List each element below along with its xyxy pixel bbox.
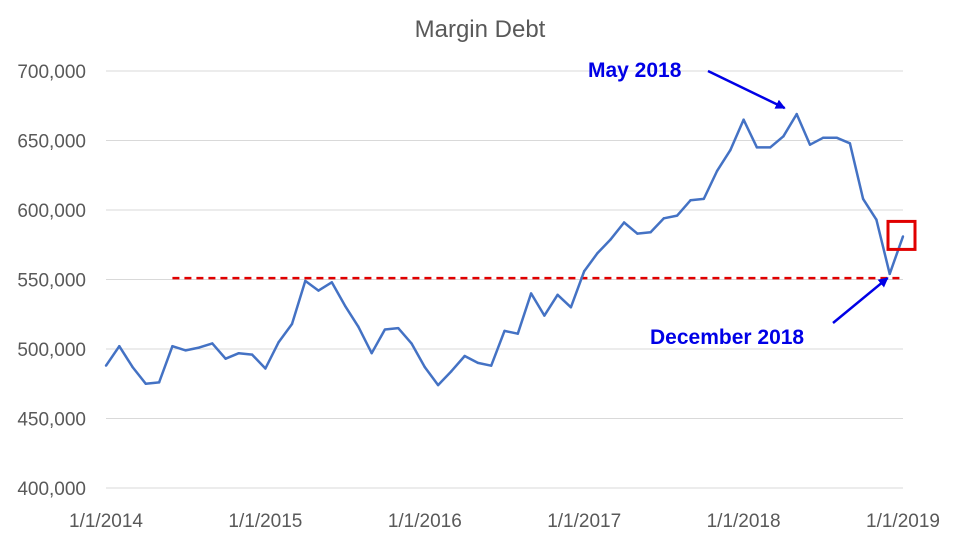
data-point [277,340,280,344]
data-point [808,143,812,146]
data-point [729,149,732,152]
x-tick-label: 1/1/2019 [866,511,940,532]
data-point [237,351,241,355]
data-point [569,306,573,309]
annotation-arrow-december-2018 [832,276,889,324]
data-point [609,237,612,241]
y-axis-tick-labels: 400,000 450,000 500,000 550,000 600,000 650,0… [17,62,86,500]
annotation-arrow-may-2018 [707,69,786,110]
data-point [157,381,161,384]
data-point [383,328,387,331]
data-point [875,218,878,221]
data-point [755,146,759,149]
data-point [689,199,692,202]
data-point [211,342,214,345]
data-point [583,269,586,273]
data-point [290,322,294,326]
data-point [410,342,413,345]
data-point [715,169,719,173]
data-point [397,326,400,330]
x-tick-label: 1/1/2016 [388,511,462,532]
data-point [264,367,267,370]
data-point [702,197,705,201]
data-point [675,214,679,217]
data-point [423,365,426,369]
data-point [901,235,905,238]
data-point [888,272,891,276]
y-tick-label: 600,000 [17,201,86,222]
data-point [224,357,227,360]
data-point [822,136,825,139]
x-tick-label: 1/1/2017 [547,511,621,532]
data-point [357,325,360,328]
data-point [768,146,772,149]
data-point [636,232,639,235]
data-point [250,353,254,356]
data-point [317,289,320,292]
x-tick-label: 1/1/2018 [707,511,781,532]
data-point [529,292,533,295]
data-point [861,197,865,201]
data-point [436,383,440,387]
y-tick-label: 400,000 [17,479,86,500]
data-point [490,364,493,367]
x-tick-label: 1/1/2014 [69,511,143,532]
x-axis-tick-labels: 1/1/2014 1/1/2015 1/1/2016 1/1/2017 1/1/2018… [69,511,940,532]
data-point [197,346,201,349]
data-point [742,118,745,121]
data-point [370,351,373,355]
data-point [171,345,174,348]
gridlines [106,70,903,489]
data-point [118,345,121,348]
data-point [795,112,798,116]
data-point [144,382,148,385]
data-point [476,361,480,365]
y-tick-label: 450,000 [17,410,86,431]
data-point [649,231,652,234]
data-point [463,354,466,358]
data-point [622,221,626,224]
data-point [104,364,108,367]
data-point [516,332,519,335]
data-point [450,370,453,373]
highlight-box [886,219,917,251]
data-point [503,329,506,333]
data-point [330,281,334,284]
data-point [662,217,666,220]
y-tick-label: 500,000 [17,340,86,361]
data-point [782,135,785,138]
y-tick-label: 550,000 [17,271,86,292]
data-point [304,279,307,283]
data-point [131,365,134,369]
data-point [835,136,838,139]
data-point [543,314,546,317]
annotation-may-2018: May 2018 [588,59,682,82]
x-tick-label: 1/1/2015 [228,511,302,532]
data-point [184,349,187,352]
series-points [104,112,905,387]
annotation-december-2018: December 2018 [650,326,804,349]
data-point [596,251,599,255]
data-point [556,293,559,296]
y-tick-label: 650,000 [17,132,86,153]
data-point [343,304,347,308]
y-tick-label: 700,000 [17,62,86,83]
data-point [848,142,852,145]
chart-title: Margin Debt [415,16,546,43]
